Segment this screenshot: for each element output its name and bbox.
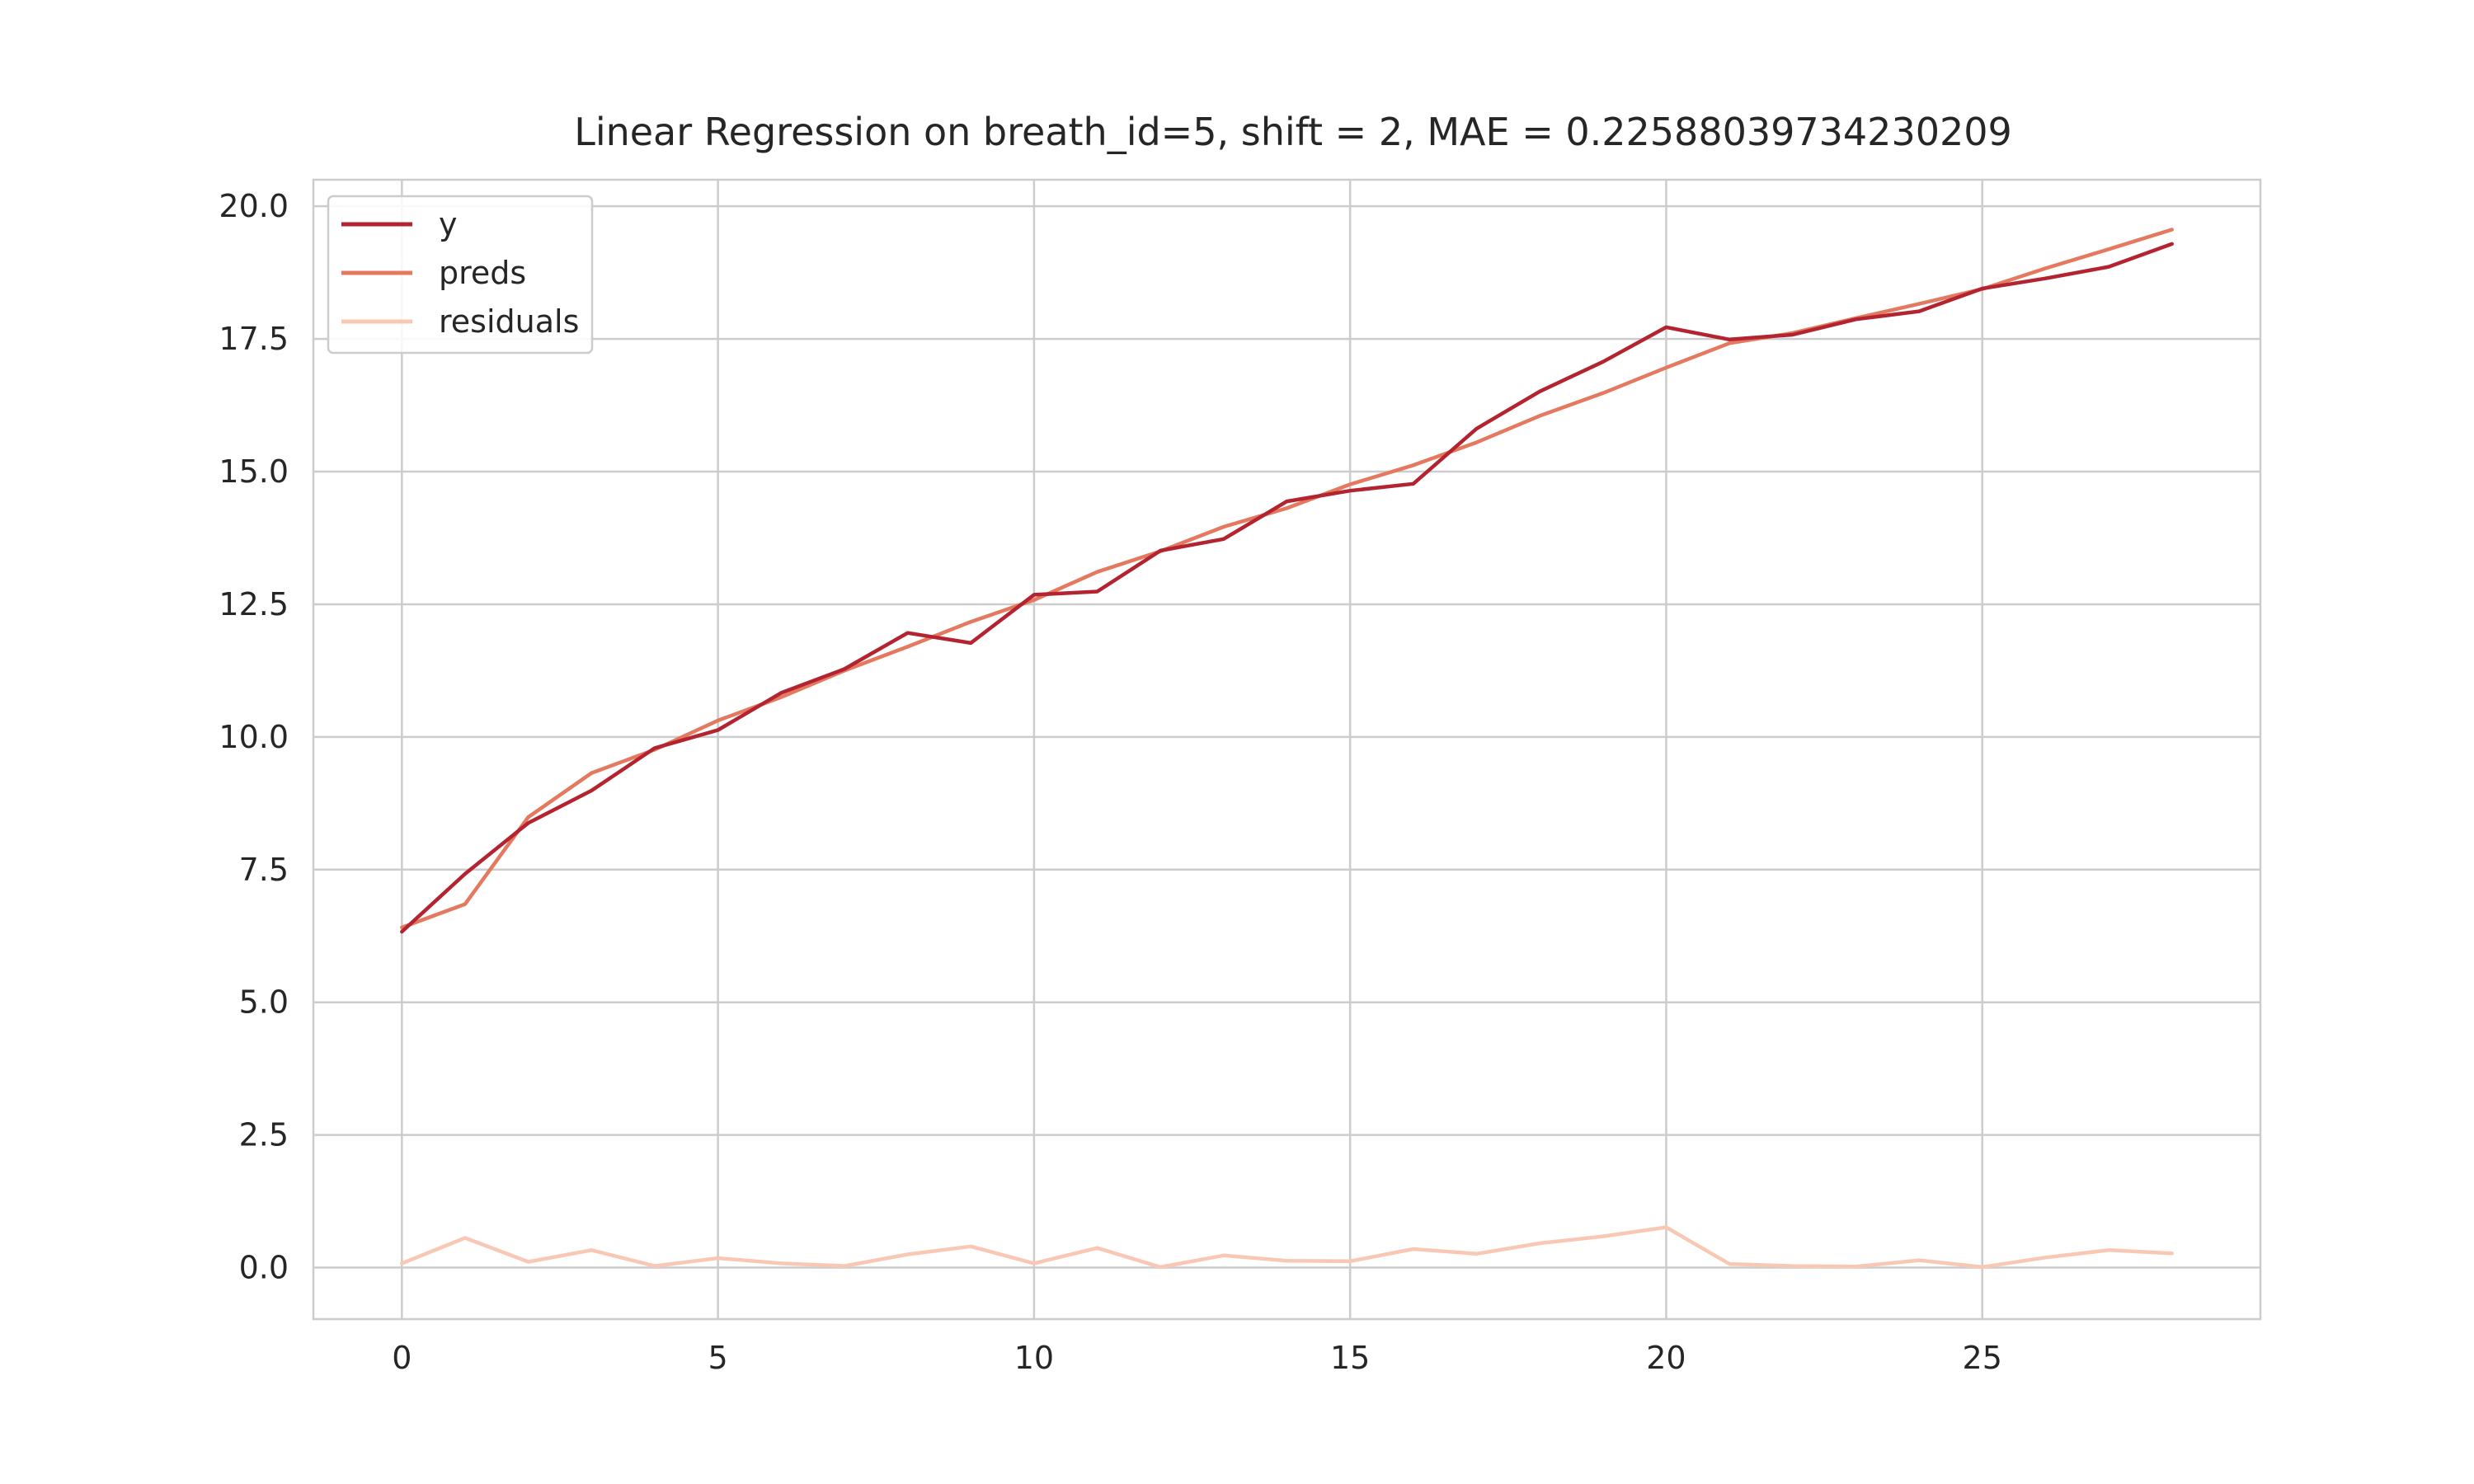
y-tick-label: 12.5 bbox=[219, 586, 289, 622]
series-line-preds bbox=[400, 228, 2174, 930]
y-tick-label: 17.5 bbox=[219, 321, 289, 357]
x-tick-label: 15 bbox=[1330, 1340, 1370, 1376]
x-tick-label: 20 bbox=[1646, 1340, 1686, 1376]
grid bbox=[313, 180, 2260, 1319]
series-line-y bbox=[400, 242, 2174, 934]
series-lines bbox=[400, 228, 2174, 1270]
y-tick-label: 0.0 bbox=[239, 1250, 289, 1286]
legend-label-y: y bbox=[439, 206, 458, 242]
y-tick-label: 10.0 bbox=[219, 719, 289, 755]
y-tick-label: 15.0 bbox=[219, 453, 289, 490]
y-tick-label: 7.5 bbox=[239, 852, 289, 888]
legend-label-preds: preds bbox=[439, 255, 526, 291]
legend: y preds residuals bbox=[327, 195, 594, 355]
tick-labels: 0 5 10 15 20 25 0.0 2.5 5.0 7.5 10.0 12.5 15.0 17.5 20… bbox=[219, 188, 2002, 1376]
series-line-residuals bbox=[400, 1225, 2174, 1270]
x-tick-label: 0 bbox=[392, 1340, 412, 1376]
x-tick-label: 5 bbox=[708, 1340, 728, 1376]
legend-label-residuals: residuals bbox=[439, 303, 579, 340]
y-tick-label: 20.0 bbox=[219, 188, 289, 224]
x-tick-label: 10 bbox=[1014, 1340, 1054, 1376]
x-tick-label: 25 bbox=[1963, 1340, 2002, 1376]
legend-box bbox=[327, 195, 594, 355]
y-tick-label: 2.5 bbox=[239, 1117, 289, 1153]
y-tick-label: 5.0 bbox=[239, 984, 289, 1021]
plot-frame bbox=[312, 178, 2262, 1321]
chart-title: Linear Regression on breath_id=5, shift … bbox=[574, 110, 2012, 154]
